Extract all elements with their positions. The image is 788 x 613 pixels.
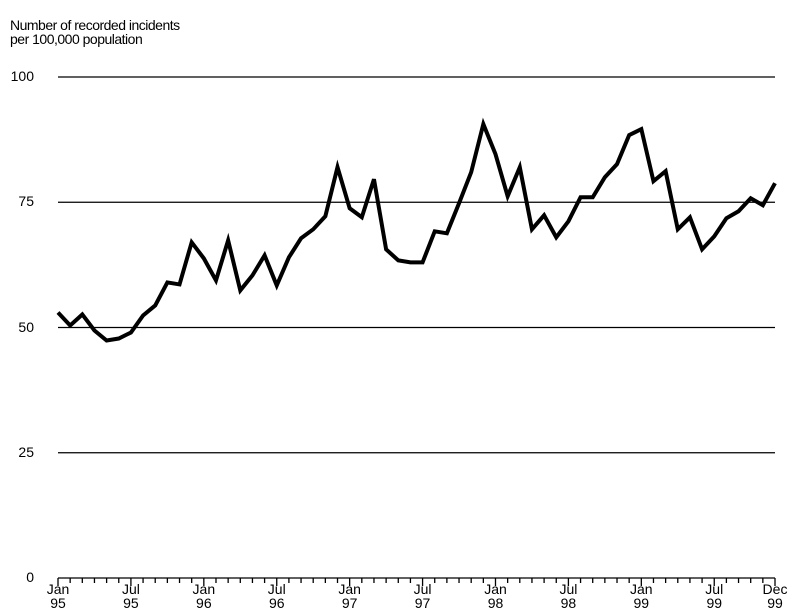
x-tick-label: Jul 98 xyxy=(559,581,578,611)
y-tick-label: 25 xyxy=(18,443,34,460)
y-axis-title: Number of recorded incidents per 100,000… xyxy=(10,17,180,47)
y-tick-label: 50 xyxy=(18,318,34,335)
y-tick-label: 0 xyxy=(26,569,34,585)
x-tick-label: Jul 95 xyxy=(121,581,140,611)
data-line xyxy=(56,117,777,343)
y-tick-label: 100 xyxy=(10,68,34,84)
x-tick-label: Jan 97 xyxy=(338,581,361,611)
x-tick-label: Dec 99 xyxy=(762,581,788,611)
x-tick-label: Jul 99 xyxy=(705,581,724,611)
x-tick-label: Jan 95 xyxy=(46,581,70,611)
x-tick-label: Jan 96 xyxy=(192,581,216,611)
y-tick-label: 75 xyxy=(18,193,34,210)
x-tick-label: Jul 96 xyxy=(267,581,286,611)
x-tick-label: Jan 98 xyxy=(484,581,507,611)
x-tick-label: Jan 99 xyxy=(630,581,653,611)
x-tick-label: Jul 97 xyxy=(413,581,432,611)
